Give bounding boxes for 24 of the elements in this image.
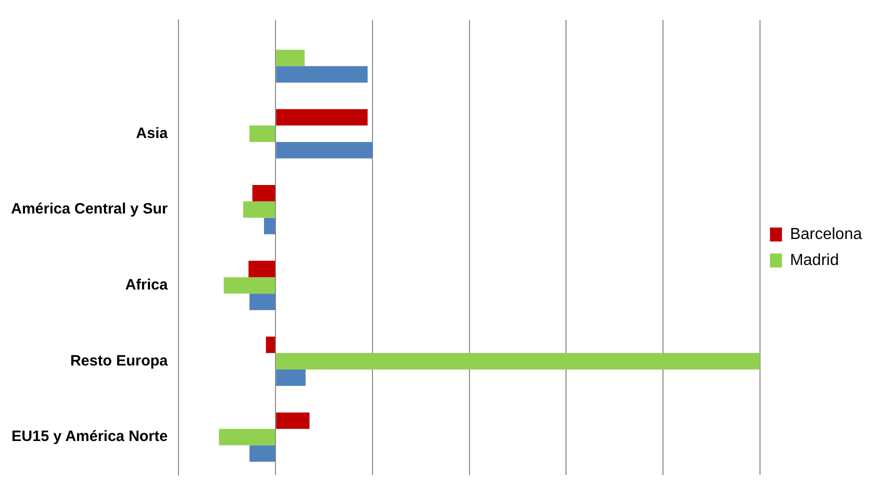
bar — [276, 50, 305, 66]
bar — [264, 218, 276, 234]
bar — [218, 428, 276, 446]
legend-label: Madrid — [790, 252, 839, 269]
bar — [276, 412, 310, 429]
y-tick-label: Africa — [125, 276, 168, 294]
y-tick-label: Asia — [136, 124, 168, 142]
bar — [243, 201, 276, 218]
bar — [249, 126, 276, 142]
bar — [266, 336, 276, 354]
y-tick-label: América Central y Sur — [11, 200, 168, 218]
y-tick-label: EU15 y América Norte — [12, 428, 168, 446]
legend-label: Barcelona — [790, 226, 862, 243]
bar — [276, 109, 368, 126]
bar — [276, 142, 372, 158]
bar — [276, 353, 760, 370]
bar — [252, 184, 276, 202]
y-tick-label: Resto Europa — [70, 352, 168, 370]
bar — [276, 66, 368, 83]
bar — [224, 277, 276, 294]
bar — [248, 260, 276, 278]
bar — [249, 445, 276, 462]
bar — [276, 369, 306, 386]
bar — [249, 294, 276, 310]
